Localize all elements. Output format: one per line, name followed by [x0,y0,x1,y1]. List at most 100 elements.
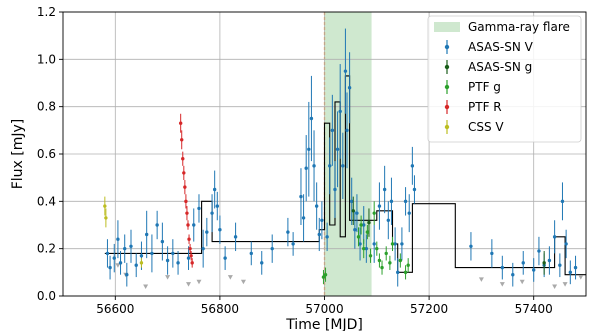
upper-limit-point [478,277,484,282]
upper-limit-point [240,279,246,285]
upper-limit-point [143,284,149,290]
data-point [187,237,191,241]
data-point [389,199,394,204]
data-point [160,239,165,244]
data-point [134,263,138,267]
series-asas-sn-v [105,28,578,287]
upper-limit-point [227,275,233,280]
data-point [511,273,515,277]
data-point [103,204,107,208]
data-point [201,246,205,251]
data-point [362,223,366,227]
data-point [104,216,108,220]
data-point [343,69,348,73]
data-point [270,246,274,251]
data-point [118,261,123,265]
data-point [212,187,217,192]
data-point [372,211,376,215]
data-point [469,244,473,248]
data-point [116,237,120,241]
data-point [552,235,557,239]
series-asas-sn-g [351,196,546,275]
data-point [353,228,357,232]
data-point [123,246,127,251]
data-point [304,166,308,170]
data-point [182,171,186,175]
x-tick-label: 56600 [96,302,134,316]
data-point [312,164,316,168]
legend-swatch-patch [434,22,460,32]
data-point [323,273,328,277]
legend-swatch-point [444,44,450,50]
data-point [233,235,238,239]
data-point [356,235,361,239]
x-tick-label: 56800 [201,302,239,316]
data-point [286,230,290,234]
data-point [218,228,222,232]
data-point [139,254,144,258]
legend-box [427,15,582,143]
y-tick-label: 0.8 [37,100,56,114]
data-point [183,185,187,189]
data-point [537,249,541,253]
data-point [564,242,568,246]
data-point [108,265,112,270]
upper-limit-point [578,275,584,280]
legend-swatch-point [444,64,450,70]
data-point [328,164,332,168]
x-tick-label: 57400 [515,302,553,316]
legend-label: CSS V [468,120,504,134]
data-point [349,199,354,204]
data-point [341,164,345,168]
data-point [185,211,189,215]
data-point [380,265,384,270]
data-point [139,261,144,265]
y-tick-label: 0.4 [37,194,56,208]
data-point [367,220,371,225]
data-point [490,251,494,256]
legend: Gamma-ray flare ASAS-SN V ASAS-SN g PTF g PT… [427,15,582,143]
data-point [532,268,536,272]
data-point [178,121,183,125]
upper-limit-point [562,282,568,287]
data-point [309,116,314,121]
data-point [190,261,194,265]
legend-label: ASAS-SN g [468,60,532,74]
legend-label: ASAS-SN V [468,40,534,54]
upper-limit-point [186,282,192,287]
data-point [184,199,188,204]
data-point [347,86,352,90]
legend-label: PTF g [468,80,501,94]
data-point [325,235,329,239]
data-point [320,218,324,222]
series-layer [103,28,578,287]
x-axis-label: Time [MJD] [285,317,363,331]
data-point [406,263,410,267]
data-point [215,204,219,208]
data-point [398,258,403,263]
data-point [181,157,185,161]
data-point [351,209,355,213]
data-point [364,246,369,251]
data-point [345,128,349,133]
data-point [542,261,546,265]
upper-limit-point [499,282,505,287]
data-point [176,261,180,265]
data-point [321,275,326,279]
axis-ticks: 56600 56800 57000 57200 57400 0.0 0.2 0.4 0.6 0.8… [37,5,553,316]
data-point [317,232,321,237]
data-point [372,242,376,246]
y-tick-label: 0.6 [37,147,56,161]
data-point [155,223,159,227]
y-axis-label: Flux [mJy] [10,119,26,190]
upper-limit-point [552,284,558,290]
data-point [125,273,129,277]
legend-swatch-point [444,124,450,130]
data-point [403,199,408,204]
data-point [197,206,201,211]
y-tick-label: 0.0 [37,289,56,303]
x-tick-label: 57000 [305,302,343,316]
y-tick-label: 1.0 [37,52,56,66]
data-point [335,147,340,151]
